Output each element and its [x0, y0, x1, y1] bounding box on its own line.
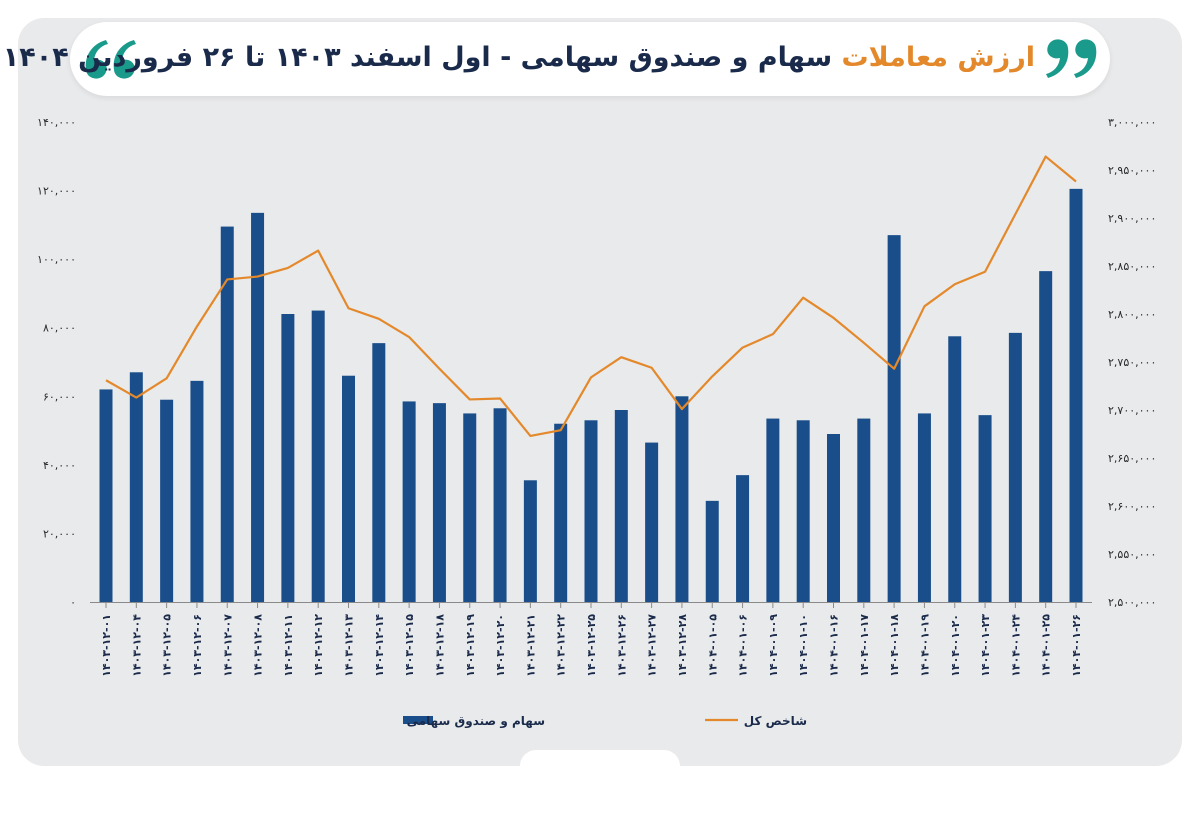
bar	[190, 380, 204, 602]
x-tick-label: ۱۴۰۳-۱۲-۰۷	[221, 614, 234, 677]
x-tick-label: ۱۴۰۴-۰۱-۱۶	[828, 614, 841, 677]
open-quote-icon	[85, 40, 136, 79]
y-right-tick-label: ۲,۵۵۰,۰۰۰	[1108, 548, 1156, 561]
x-tick-label: ۱۴۰۴-۰۱-۰۹	[767, 614, 780, 677]
x-tick-label: ۱۴۰۳-۱۲-۱۲	[312, 614, 325, 677]
title-banner	[70, 22, 1110, 96]
bar	[342, 375, 355, 602]
title-rest: سهام و صندوق سهامی - اول اسفند ۱۴۰۳ تا ۲…	[2, 42, 842, 73]
x-tick-label: ۱۴۰۳-۱۲-۲۲	[555, 614, 568, 677]
x-tick-label: ۱۴۰۳-۱۲-۲۸	[676, 614, 689, 677]
bar	[311, 310, 325, 602]
bar	[796, 420, 810, 602]
x-tick-label: ۱۴۰۳-۱۲-۰۱	[100, 614, 113, 677]
bar	[645, 442, 659, 602]
bar	[251, 212, 265, 602]
x-tick-label: ۱۴۰۴-۰۱-۲۶	[1070, 614, 1083, 677]
bar	[887, 235, 901, 602]
chart-panel	[18, 18, 1182, 766]
x-tick-label: ۱۴۰۳-۱۲-۲۰	[494, 614, 507, 677]
bar	[948, 336, 962, 602]
y-right-tick-label: ۲,۶۵۰,۰۰۰	[1108, 452, 1156, 465]
bar	[614, 410, 628, 602]
y-left-tick-label: ۶۰,۰۰۰	[43, 390, 76, 403]
x-tick-label: ۱۴۰۴-۰۱-۱۷	[858, 614, 871, 677]
x-tick-label: ۱۴۰۴-۰۱-۲۳	[979, 614, 992, 677]
x-tick-label: ۱۴۰۴-۰۱-۱۰	[797, 614, 810, 677]
line-series-shakhes	[105, 155, 1077, 438]
x-tick-label: ۱۴۰۴-۰۱-۰۶	[737, 614, 750, 677]
y-left-tick-label: ۰	[70, 596, 76, 609]
legend-bar-label: سهام و صندوق سهامی	[407, 714, 545, 729]
y-right-tick-label: ۲,۹۰۰,۰۰۰	[1108, 212, 1156, 225]
bar	[129, 372, 143, 602]
y-left-tick-label: ۴۰,۰۰۰	[43, 459, 76, 472]
panel-notch	[520, 750, 680, 780]
bar	[281, 314, 295, 602]
bar	[160, 399, 174, 602]
legend-bar-swatch	[403, 716, 433, 724]
x-tick-label: ۱۴۰۴-۰۱-۱۹	[918, 614, 931, 677]
y-right-tick-label: ۲,۸۰۰,۰۰۰	[1108, 308, 1156, 321]
bar	[554, 423, 568, 602]
x-tick-label: ۱۴۰۳-۱۲-۱۳	[343, 614, 356, 677]
x-tick-label: ۱۴۰۳-۱۲-۰۵	[161, 614, 174, 677]
x-tick-label: ۱۴۰۳-۱۲-۰۸	[252, 614, 265, 677]
y-left-tick-label: ۱۲۰,۰۰۰	[37, 185, 76, 198]
bar	[1008, 332, 1022, 602]
x-tick-label: ۱۴۰۳-۱۲-۰۶	[191, 614, 204, 677]
bar	[584, 420, 598, 602]
x-tick-label: ۱۴۰۳-۱۲-۲۱	[524, 614, 537, 677]
legend-line-label: شاخص کل	[744, 714, 807, 728]
y-left-tick-label: ۱۴۰,۰۰۰	[37, 116, 76, 129]
bar	[493, 408, 507, 602]
bar	[827, 434, 840, 602]
x-tick-label: ۱۴۰۳-۱۲-۱۵	[403, 614, 416, 677]
bar	[917, 413, 931, 602]
bar	[1039, 271, 1053, 602]
x-tick-label: ۱۴۰۳-۱۲-۱۱	[282, 614, 295, 677]
bar	[523, 480, 537, 602]
x-tick-label: ۱۴۰۳-۱۲-۱۸	[433, 614, 446, 677]
x-tick-label: ۱۴۰۴-۰۱-۲۴	[1009, 614, 1022, 677]
bar	[372, 343, 386, 602]
x-tick-label: ۱۴۰۴-۰۱-۲۵	[1040, 614, 1053, 677]
bar	[675, 396, 689, 602]
y-left-tick-label: ۱۰۰,۰۰۰	[37, 253, 76, 266]
close-quote-icon	[1046, 39, 1097, 78]
chart-title: ارزش معاملات سهام و صندوق سهامی - اول اس…	[3, 30, 1035, 86]
y-right-tick-label: ۲,۷۵۰,۰۰۰	[1108, 356, 1156, 369]
bar	[857, 418, 871, 602]
bar	[220, 226, 234, 603]
y-right-tick-label: ۳,۰۰۰,۰۰۰	[1108, 116, 1156, 129]
y-left-tick-label: ۸۰,۰۰۰	[43, 322, 76, 335]
bar	[766, 418, 780, 602]
x-tick-label: ۱۴۰۴-۰۱-۰۵	[706, 614, 719, 677]
y-right-tick-label: ۲,۸۵۰,۰۰۰	[1108, 260, 1156, 273]
bar	[1069, 188, 1083, 602]
x-tick-label: ۱۴۰۳-۱۲-۲۷	[646, 614, 659, 677]
x-tick-label: ۱۴۰۳-۱۲-۰۴	[130, 614, 143, 677]
bar	[736, 475, 750, 602]
y-right-tick-label: ۲,۹۵۰,۰۰۰	[1108, 164, 1156, 177]
x-tick-label: ۱۴۰۳-۱۲-۱۴	[373, 614, 386, 677]
y-right-tick-label: ۲,۵۰۰,۰۰۰	[1108, 596, 1156, 609]
y-right-tick-label: ۲,۶۰۰,۰۰۰	[1108, 500, 1156, 513]
title-accent: ارزش معاملات	[841, 42, 1035, 73]
bar	[705, 500, 719, 602]
x-tick-label: ۱۴۰۳-۱۲-۲۵	[585, 614, 598, 677]
x-tick-label: ۱۴۰۴-۰۱-۱۸	[888, 614, 901, 677]
bar	[402, 401, 416, 602]
bar	[99, 389, 113, 602]
x-tick-label: ۱۴۰۴-۰۱-۲۰	[949, 614, 962, 677]
x-tick-label: ۱۴۰۳-۱۲-۲۶	[615, 614, 628, 677]
bar	[463, 413, 477, 602]
bar	[432, 403, 446, 602]
y-left-tick-label: ۲۰,۰۰۰	[43, 527, 76, 540]
y-right-tick-label: ۲,۷۰۰,۰۰۰	[1108, 404, 1156, 417]
x-tick-label: ۱۴۰۳-۱۲-۱۹	[464, 614, 477, 677]
bar	[978, 415, 992, 602]
